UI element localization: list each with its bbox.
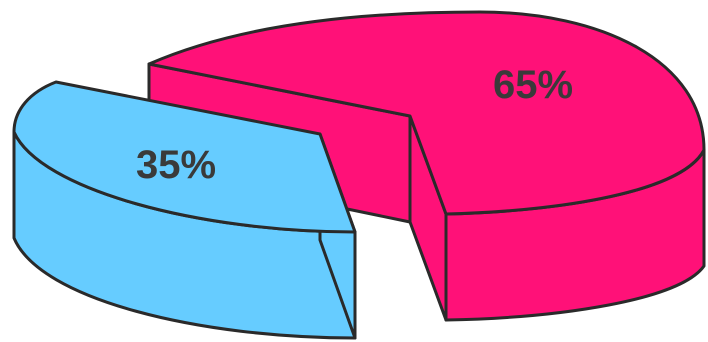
pie-slice-35: 35% [12, 80, 357, 340]
slice-label-35: 35% [136, 143, 216, 187]
slice-65-top [147, 10, 706, 216]
slice-label-65: 65% [493, 63, 573, 107]
slice-35-top [12, 80, 357, 234]
